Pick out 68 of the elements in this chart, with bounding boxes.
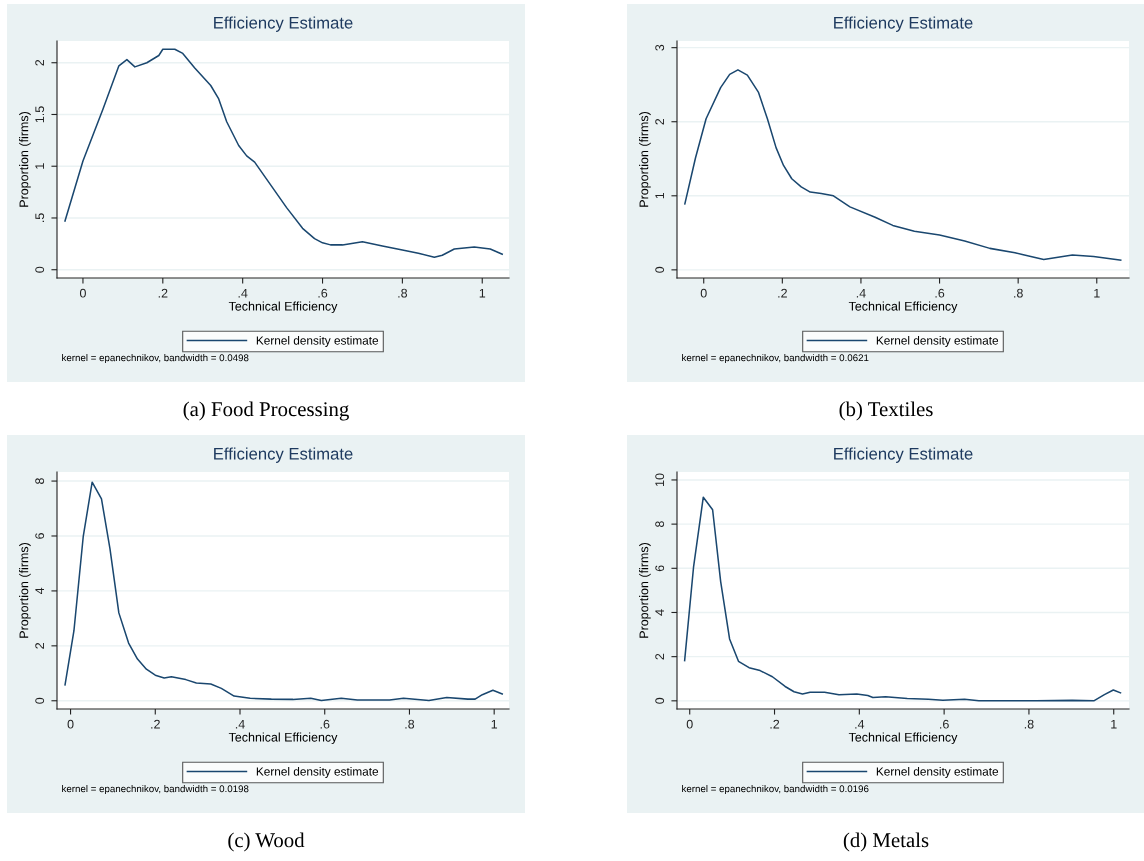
text: kernel = epanechnikov, bandwidth = 0.0196 bbox=[682, 785, 869, 795]
x-tick-label: 1 bbox=[1094, 288, 1100, 298]
y-tick-label: 1 bbox=[655, 192, 664, 199]
x-tick-label: .2 bbox=[770, 719, 780, 729]
x-tick-label: .6 bbox=[935, 288, 945, 298]
y-tick-label: 6 bbox=[655, 565, 665, 572]
x-tick-label: 0 bbox=[67, 719, 74, 729]
x-tick-label: .2 bbox=[778, 288, 787, 298]
chart-title: Efficiency Estimate bbox=[834, 447, 973, 463]
x-tick-label: .2 bbox=[158, 288, 168, 298]
y-axis-title: Proportion (firms) bbox=[19, 112, 31, 207]
y-tick-label: 4 bbox=[35, 587, 44, 595]
y-tick-label: 0 bbox=[655, 697, 665, 704]
x-tick-label: .8 bbox=[405, 719, 415, 729]
y-tick-label: 1 bbox=[35, 163, 44, 169]
text: (b) Textiles bbox=[839, 401, 933, 421]
x-tick-label: 1 bbox=[1111, 719, 1117, 729]
legend-label: Kernel density estimate bbox=[876, 767, 999, 779]
legend-label: Kernel density estimate bbox=[256, 767, 379, 779]
x-axis-title: Technical Efficiency bbox=[228, 732, 338, 745]
legend-label: Kernel density estimate bbox=[256, 336, 379, 348]
x-tick-label: 1 bbox=[479, 288, 486, 298]
y-tick-label: 2 bbox=[655, 653, 664, 660]
x-tick-label: .4 bbox=[856, 288, 866, 298]
x-axis-title: Technical Efficiency bbox=[228, 301, 338, 314]
text: (d) Metals bbox=[843, 832, 929, 852]
y-tick-label: .5 bbox=[35, 213, 45, 223]
x-tick-label: 0 bbox=[686, 719, 693, 729]
x-tick-label: .6 bbox=[320, 719, 330, 729]
x-tick-label: .6 bbox=[940, 719, 949, 729]
y-tick-label: 0 bbox=[655, 266, 665, 273]
x-tick-label: .8 bbox=[1024, 719, 1034, 729]
y-tick-label: 8 bbox=[655, 521, 665, 528]
x-axis-title: Technical Efficiency bbox=[848, 301, 958, 314]
y-tick-label: 8 bbox=[35, 478, 45, 484]
text: kernel = epanechnikov, bandwidth = 0.0498 bbox=[62, 354, 249, 364]
y-axis-title: Proportion (firms) bbox=[639, 543, 651, 638]
x-tick-label: .4 bbox=[235, 719, 245, 729]
x-tick-label: .8 bbox=[1014, 288, 1023, 298]
y-tick-label: 0 bbox=[35, 697, 45, 704]
y-tick-label: 6 bbox=[35, 533, 45, 539]
x-tick-label: 0 bbox=[79, 288, 86, 298]
chart-title: Efficiency Estimate bbox=[214, 16, 353, 32]
y-tick-label: 2 bbox=[35, 59, 44, 66]
y-tick-label: 10 bbox=[655, 473, 665, 486]
chart-title: Efficiency Estimate bbox=[214, 447, 353, 463]
x-tick-label: .8 bbox=[398, 288, 408, 298]
x-tick-label: .4 bbox=[855, 719, 865, 729]
y-tick-label: 4 bbox=[655, 609, 664, 616]
text: (c) Wood bbox=[228, 832, 305, 852]
y-tick-label: 2 bbox=[35, 642, 44, 649]
y-tick-label: 1.5 bbox=[35, 106, 45, 123]
y-axis-title: Proportion (firms) bbox=[639, 112, 651, 207]
chart-title: Efficiency Estimate bbox=[834, 16, 973, 32]
y-axis-title: Proportion (firms) bbox=[19, 543, 31, 638]
x-tick-label: .4 bbox=[238, 288, 248, 298]
y-tick-label: 2 bbox=[655, 118, 664, 125]
x-tick-label: 0 bbox=[700, 288, 707, 298]
x-tick-label: .6 bbox=[318, 288, 328, 298]
x-axis-title: Technical Efficiency bbox=[848, 732, 958, 745]
text: kernel = epanechnikov, bandwidth = 0.0621 bbox=[682, 354, 869, 364]
legend-label: Kernel density estimate bbox=[876, 336, 999, 348]
text: (a) Food Processing bbox=[183, 401, 349, 421]
x-tick-label: 1 bbox=[491, 719, 498, 729]
y-tick-label: 3 bbox=[655, 44, 665, 51]
text: kernel = epanechnikov, bandwidth = 0.0198 bbox=[62, 785, 249, 795]
x-tick-label: .2 bbox=[151, 719, 160, 729]
y-tick-label: 0 bbox=[35, 266, 45, 273]
